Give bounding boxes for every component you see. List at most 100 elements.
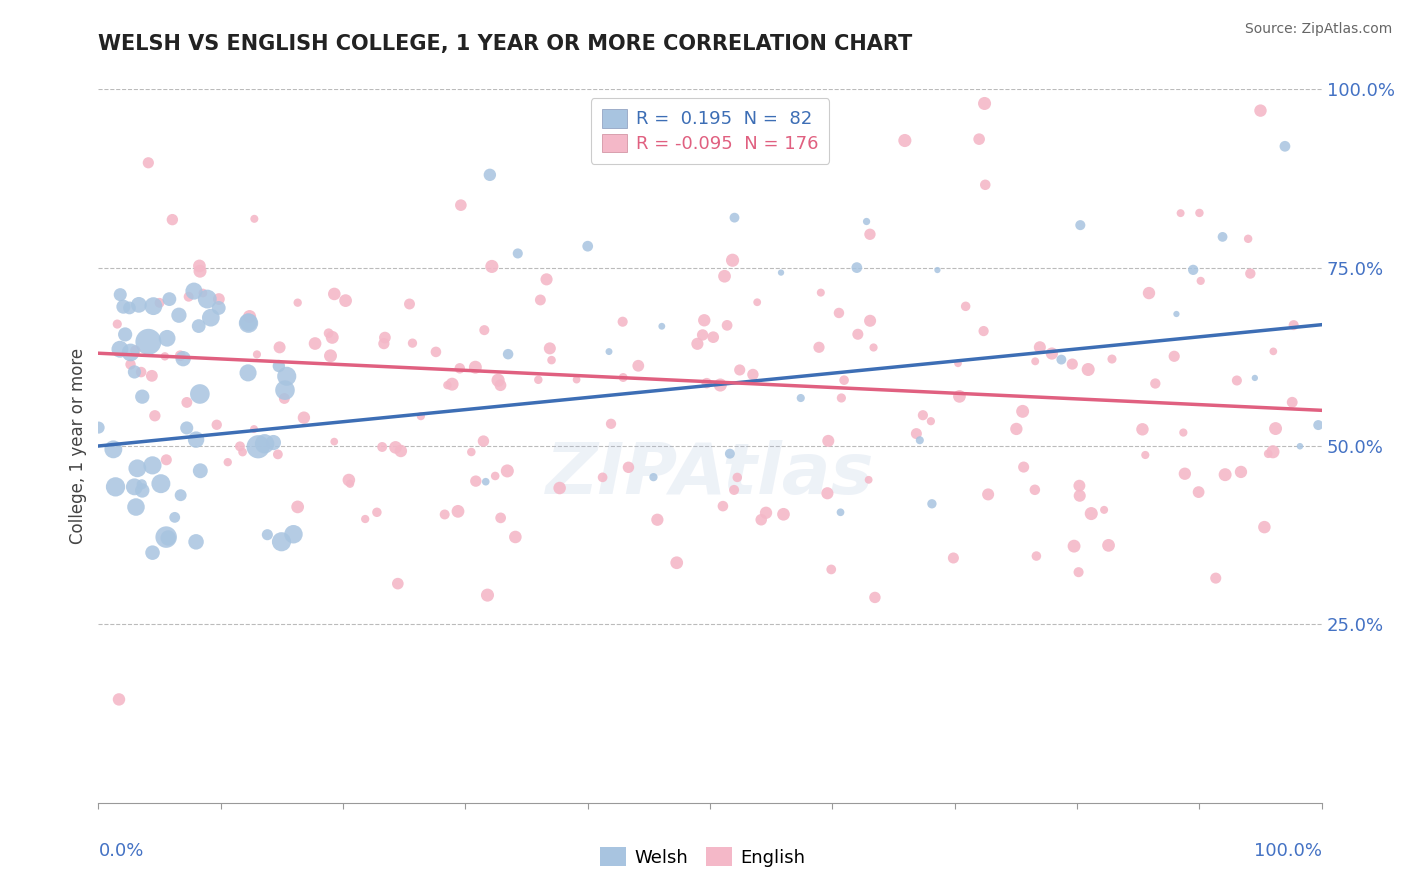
Point [830,505,852,519]
Point [238,315,260,329]
Point [1205,571,1227,585]
Point [1040,346,1063,360]
Point [373,336,395,351]
Point [702,330,724,344]
Point [973,96,995,111]
Point [436,378,458,392]
Point [846,327,869,342]
Point [807,340,830,354]
Point [464,474,486,488]
Point [1005,422,1028,436]
Point [120,345,142,359]
Point [817,434,839,448]
Point [157,531,180,545]
Point [433,508,456,522]
Point [693,313,716,327]
Point [188,464,211,478]
Point [1239,267,1261,281]
Point [108,692,131,706]
Point [927,263,949,277]
Point [131,390,153,404]
Point [337,473,360,487]
Point [167,308,190,322]
Point [692,327,714,342]
Point [1237,232,1260,246]
Point [600,417,623,431]
Point [142,299,165,313]
Point [496,347,519,361]
Point [187,319,209,334]
Point [184,534,207,549]
Point [769,266,792,280]
Point [665,556,688,570]
Point [321,330,343,344]
Point [1025,549,1047,563]
Point [155,452,177,467]
Point [156,331,179,345]
Point [723,483,745,497]
Point [188,259,211,273]
Point [576,239,599,253]
Point [460,445,482,459]
Point [527,373,550,387]
Point [129,365,152,379]
Point [612,315,634,329]
Point [169,349,191,363]
Point [323,434,346,449]
Point [718,447,741,461]
Point [273,392,295,406]
Point [612,370,634,384]
Point [425,345,447,359]
Point [141,368,163,383]
Point [651,319,673,334]
Point [105,317,128,331]
Point [1063,539,1085,553]
Point [820,562,842,576]
Point [592,470,614,484]
Point [188,264,211,278]
Point [489,378,512,392]
Point [1281,395,1303,409]
Point [398,297,420,311]
Point [269,340,291,354]
Point [721,253,744,268]
Point [409,409,432,424]
Point [1282,318,1305,333]
Point [267,359,290,373]
Point [1062,357,1084,371]
Point [1230,465,1253,479]
Point [859,314,882,328]
Point [184,433,207,447]
Point [486,373,509,387]
Point [120,358,142,372]
Point [176,421,198,435]
Point [304,336,326,351]
Point [977,487,1000,501]
Point [387,576,409,591]
Point [274,383,297,397]
Point [1069,478,1091,492]
Point [127,461,149,475]
Point [131,483,153,498]
Point [1263,344,1285,359]
Point [1257,447,1279,461]
Point [143,409,166,423]
Point [1101,352,1123,367]
Point [110,287,132,301]
Point [87,420,110,434]
Point [1226,374,1249,388]
Point [598,344,620,359]
Point [374,330,396,344]
Point [148,296,170,310]
Point [908,434,931,448]
Point [1080,507,1102,521]
Point [1170,206,1192,220]
Point [188,387,211,401]
Point [450,198,472,212]
Point [1274,139,1296,153]
Point [262,435,284,450]
Point [1012,460,1035,475]
Point [441,377,464,392]
Point [477,588,499,602]
Point [1135,448,1157,462]
